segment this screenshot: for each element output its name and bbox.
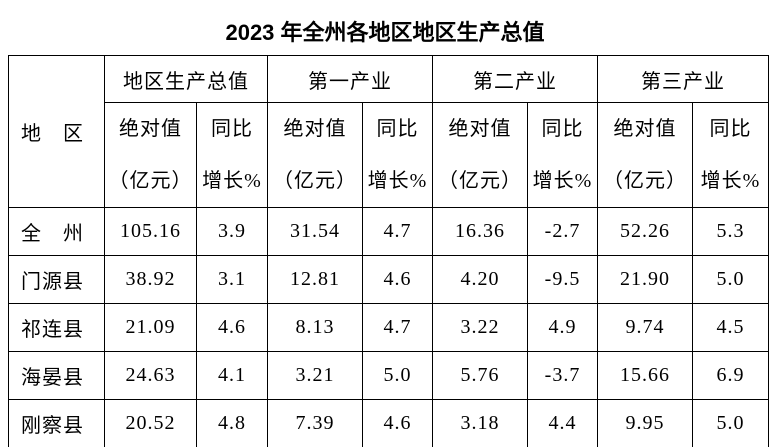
cell: 5.76	[432, 351, 528, 400]
data-row: 门源县 38.92 3.1 12.81 4.6 4.20 -9.5 21.90 5.0	[8, 255, 769, 304]
sub-header: 绝对值 （亿元）	[432, 102, 528, 208]
cell: 4.9	[527, 303, 598, 352]
sub-header: 同比增长%	[196, 102, 268, 208]
cell: 21.09	[104, 303, 197, 352]
sub-header-line: 绝对值	[119, 118, 182, 140]
sub-header-line: 绝对值	[283, 118, 347, 140]
sub-header-line: 增长%	[700, 170, 761, 192]
region-name: 海晏县	[8, 351, 105, 400]
cell: 4.7	[362, 303, 433, 352]
sub-header-line: 增长%	[202, 170, 262, 192]
group-header: 第一产业	[267, 55, 433, 103]
cell: 3.1	[196, 255, 268, 304]
sub-header-line: 增长%	[367, 170, 428, 192]
cell: 21.90	[597, 255, 693, 304]
cell: 52.26	[597, 207, 693, 256]
region-name: 刚察县	[8, 399, 105, 447]
group-header: 第三产业	[597, 55, 769, 103]
data-row: 祁连县 21.09 4.6 8.13 4.7 3.22 4.9 9.74 4.5	[8, 303, 769, 352]
sub-header-line: 绝对值	[613, 118, 677, 140]
cell: 6.9	[692, 351, 769, 400]
cell: 4.6	[196, 303, 268, 352]
cell: 3.22	[432, 303, 528, 352]
cell: -3.7	[527, 351, 598, 400]
region-name: 全 州	[8, 207, 105, 256]
cell: 4.1	[196, 351, 268, 400]
sub-header: 绝对值 （亿元）	[104, 102, 197, 208]
title: 2023 年全州各地区地区生产总值	[225, 20, 545, 45]
cell: 8.13	[267, 303, 363, 352]
cell: 24.63	[104, 351, 197, 400]
cell: 3.21	[267, 351, 363, 400]
cell: 9.74	[597, 303, 693, 352]
sub-header-line: 增长%	[532, 170, 593, 192]
cell: 4.5	[692, 303, 769, 352]
sub-header: 绝对值 （亿元）	[597, 102, 693, 208]
cell: 12.81	[267, 255, 363, 304]
sub-header-line: 同比	[376, 118, 419, 140]
sub-header: 同比增长%	[692, 102, 769, 208]
cell: 3.18	[432, 399, 528, 447]
group-header: 地区生产总值	[104, 55, 268, 103]
cell: 38.92	[104, 255, 197, 304]
cell: 4.8	[196, 399, 268, 447]
sub-header-line: （亿元）	[273, 170, 357, 192]
sub-header: 同比增长%	[527, 102, 598, 208]
cell: 20.52	[104, 399, 197, 447]
cell: 5.0	[692, 255, 769, 304]
table: 地 区地区生产总值 第一产业 第二产业 第三产业 绝对值 （亿元） 同比 增长% 绝对值 （亿元）…	[8, 55, 769, 447]
subheader-row: 绝对值 （亿元） 同比 增长% 绝对值 （亿元） 同比 增长% 绝对值 （亿元） 同比 增长% 绝对值（…	[9, 102, 769, 208]
sub-header-line: 同比	[709, 118, 752, 140]
cell: 4.6	[362, 255, 433, 304]
sub-header-line: （亿元）	[438, 170, 522, 192]
cell: 9.95	[597, 399, 693, 447]
region-name: 门源县	[8, 255, 105, 304]
cell: 7.39	[267, 399, 363, 447]
data-row: 刚察县 20.52 4.8 7.39 4.6 3.18 4.4 9.95 5.0	[8, 399, 769, 447]
sub-header-line: 绝对值	[448, 118, 512, 140]
sub-header: 同比增长%	[362, 102, 433, 208]
region-header: 地 区	[8, 55, 105, 208]
data-row: 海晏县 24.63 4.1 3.21 5.0 5.76 -3.7 15.66 6.9	[8, 351, 769, 400]
cell: 3.9	[196, 207, 268, 256]
cell: 5.0	[362, 351, 433, 400]
cell: 31.54	[267, 207, 363, 256]
sub-header: 绝对值 （亿元）	[267, 102, 363, 208]
cell: 4.4	[527, 399, 598, 447]
cell: 5.3	[692, 207, 769, 256]
cell: -2.7	[527, 207, 598, 256]
cell: 105.16	[104, 207, 197, 256]
data-row: 全 州 105.16 3.9 31.54 4.7 16.36 -2.7 52.26 5.3	[8, 207, 769, 256]
cell: 4.6	[362, 399, 433, 447]
cell: 15.66	[597, 351, 693, 400]
sub-header-line: 同比	[211, 118, 253, 140]
cell: -9.5	[527, 255, 598, 304]
sub-header-line: 同比	[541, 118, 584, 140]
sub-header-line: （亿元）	[108, 170, 193, 192]
header-row: 地 区地区生产总值 第一产业 第二产业 第三产业	[8, 55, 769, 208]
cell: 16.36	[432, 207, 528, 256]
cell: 4.7	[362, 207, 433, 256]
region-name: 祁连县	[8, 303, 105, 352]
group-header: 第二产业	[432, 55, 598, 103]
cell: 4.20	[432, 255, 528, 304]
cell: 5.0	[692, 399, 769, 447]
sub-header-line: （亿元）	[603, 170, 687, 192]
